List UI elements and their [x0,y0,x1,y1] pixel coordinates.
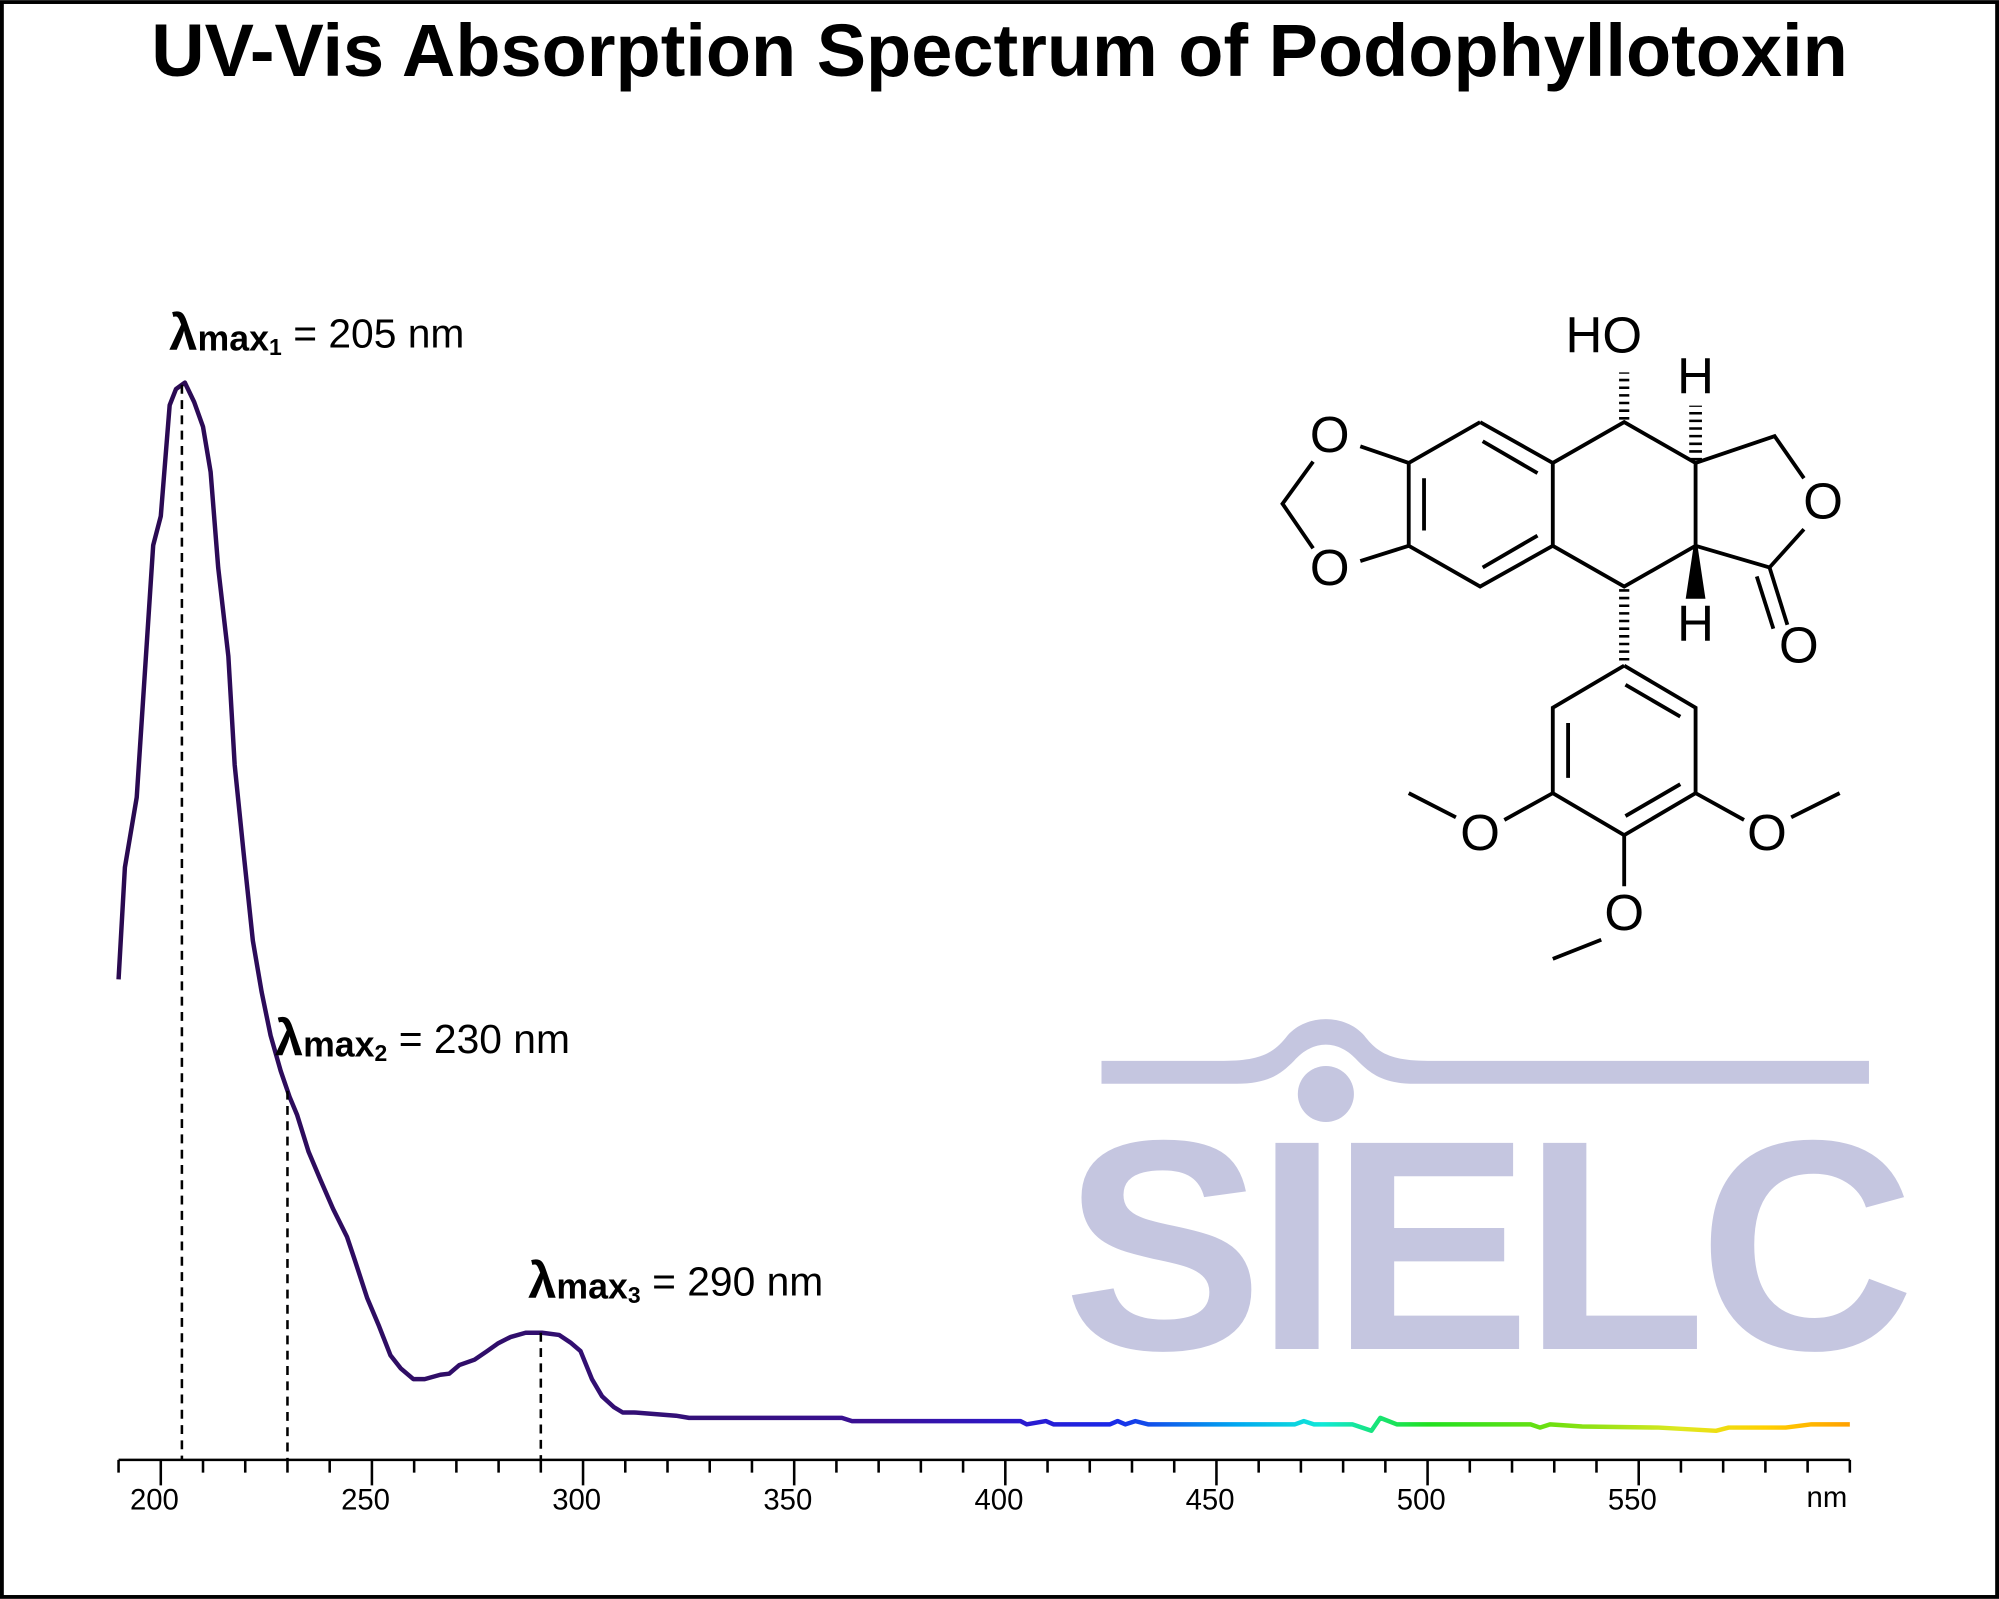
atom-label: O [1604,884,1644,941]
annotation-sub: max [198,319,270,359]
atom-label: O [1803,472,1843,529]
bond [1694,433,1806,480]
chart-title: UV-Vis Absorption Spectrum of Podophyllo… [151,9,1848,92]
annotation-symbol: λ [169,304,197,361]
annotation-index: 1 [269,334,282,360]
annotation-text: = 205 nm [293,310,464,356]
x-tick-label: 400 [974,1484,1023,1517]
atom-label: O [1310,406,1350,463]
bond [1481,533,1539,570]
spectrum-line [116,380,1850,1434]
bond [1624,683,1682,719]
bond [1359,444,1410,465]
atom-label: O [1460,804,1500,861]
annotation-label: λmax1 = 205 nm [169,304,464,361]
x-tick-label: 450 [1186,1484,1235,1517]
atom-label: O [1310,539,1350,596]
atom-label: HO [1566,307,1642,364]
logo-dot [1297,1065,1354,1123]
annotation-sub: max [556,1267,628,1307]
wedge-bond [1685,545,1706,599]
bond [1359,543,1410,563]
atom-label: H [1677,595,1714,652]
bond [1280,460,1315,550]
structure [1280,372,1841,961]
atom-label: O [1747,804,1787,861]
bond [1552,937,1602,961]
atom-label: O [1779,617,1819,674]
x-tick-label: 250 [341,1484,390,1517]
annotation-sub: max [303,1025,375,1065]
logo-text: SIELC [1063,1079,1909,1413]
x-axis-label: nm [1807,1481,1848,1514]
annotation-text: = 230 nm [399,1016,570,1062]
x-tick-label: 500 [1397,1484,1446,1517]
logo-bar [1101,1019,1869,1084]
annotation-index: 2 [375,1040,388,1066]
bond [1481,439,1539,475]
x-tick-label: 200 [130,1484,179,1517]
bond [1624,782,1682,818]
bond [1551,419,1698,589]
annotation-label: λmax3 = 290 nm [528,1252,823,1309]
x-tick-label: 350 [763,1484,812,1517]
annotation-symbol: λ [528,1252,556,1309]
x-tick-label: 300 [552,1484,601,1517]
annotation-symbol: λ [275,1010,303,1067]
bond [1767,566,1790,626]
annotation-label: λmax2 = 230 nm [275,1010,570,1067]
atom-labels: HO H H O O O O O O O [1310,307,1843,942]
bond [1503,791,1554,822]
bond [1694,791,1745,822]
bond [1754,575,1776,630]
bond [1790,791,1841,820]
x-tick-label: 550 [1608,1484,1657,1517]
annotation-text: = 290 nm [652,1258,823,1304]
logo: SIELC [1063,1019,1917,1413]
atom-label: H [1677,348,1714,405]
annotation-index: 3 [628,1282,641,1308]
bond [1407,791,1457,820]
